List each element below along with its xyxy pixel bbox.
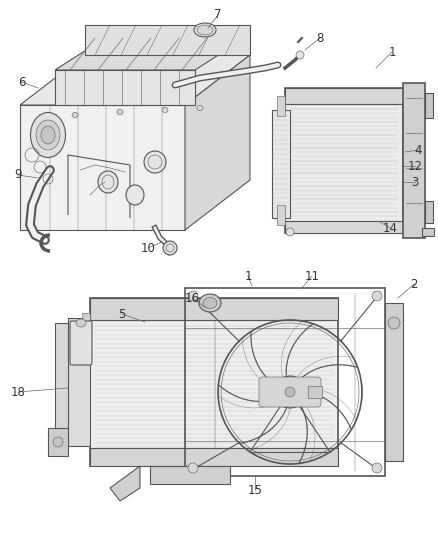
- Text: 3: 3: [411, 175, 419, 189]
- Text: 5: 5: [118, 308, 126, 320]
- Text: 2: 2: [410, 278, 418, 290]
- Bar: [285, 221, 403, 233]
- Ellipse shape: [76, 319, 86, 327]
- Bar: [308, 386, 322, 398]
- Ellipse shape: [126, 185, 144, 205]
- Text: 1: 1: [388, 45, 396, 59]
- Bar: [90, 298, 338, 466]
- Ellipse shape: [162, 108, 168, 112]
- Bar: [425, 93, 433, 118]
- Polygon shape: [85, 25, 250, 55]
- Ellipse shape: [163, 241, 177, 255]
- Text: 15: 15: [247, 483, 262, 497]
- Ellipse shape: [31, 112, 66, 157]
- Polygon shape: [55, 70, 195, 105]
- Ellipse shape: [36, 120, 60, 150]
- Text: 14: 14: [382, 222, 398, 235]
- Text: 6: 6: [18, 76, 26, 88]
- Bar: [55, 323, 69, 441]
- Text: 18: 18: [11, 385, 25, 399]
- Ellipse shape: [296, 51, 304, 59]
- Ellipse shape: [53, 437, 63, 447]
- Text: 12: 12: [407, 159, 423, 173]
- Ellipse shape: [188, 291, 198, 301]
- Bar: [425, 201, 433, 223]
- Bar: [90, 448, 338, 466]
- Ellipse shape: [280, 382, 300, 402]
- Text: 9: 9: [14, 168, 22, 182]
- Bar: [48, 428, 68, 456]
- Text: 11: 11: [304, 270, 319, 282]
- Polygon shape: [20, 55, 250, 105]
- Ellipse shape: [144, 151, 166, 173]
- Polygon shape: [110, 466, 140, 501]
- Ellipse shape: [372, 463, 382, 473]
- Bar: [150, 466, 230, 484]
- Bar: [90, 298, 338, 320]
- FancyBboxPatch shape: [70, 321, 92, 365]
- Ellipse shape: [188, 463, 198, 473]
- Ellipse shape: [197, 25, 213, 35]
- Text: 10: 10: [141, 241, 155, 254]
- Bar: [277, 96, 285, 116]
- Text: 8: 8: [316, 31, 324, 44]
- FancyBboxPatch shape: [259, 377, 321, 407]
- Text: 4: 4: [414, 143, 422, 157]
- Ellipse shape: [41, 126, 55, 144]
- Bar: [422, 228, 434, 236]
- Polygon shape: [20, 105, 185, 230]
- Bar: [185, 288, 385, 476]
- Ellipse shape: [72, 112, 78, 117]
- Text: 1: 1: [244, 270, 252, 282]
- Bar: [68, 318, 90, 446]
- Bar: [385, 303, 403, 461]
- Ellipse shape: [286, 228, 294, 236]
- Ellipse shape: [372, 291, 382, 301]
- Ellipse shape: [194, 23, 216, 37]
- Bar: [403, 83, 425, 238]
- Ellipse shape: [199, 294, 221, 312]
- Ellipse shape: [285, 387, 295, 397]
- Bar: [82, 313, 90, 331]
- Ellipse shape: [117, 109, 123, 115]
- Ellipse shape: [98, 171, 118, 193]
- Text: 7: 7: [214, 9, 222, 21]
- Bar: [277, 205, 285, 225]
- Ellipse shape: [203, 297, 217, 309]
- Bar: [272, 110, 290, 218]
- Polygon shape: [55, 38, 245, 70]
- Ellipse shape: [388, 317, 400, 329]
- Ellipse shape: [274, 376, 306, 408]
- Ellipse shape: [197, 106, 203, 110]
- Text: 16: 16: [184, 292, 199, 304]
- Polygon shape: [185, 55, 250, 230]
- Bar: [285, 88, 403, 104]
- Bar: [285, 88, 403, 233]
